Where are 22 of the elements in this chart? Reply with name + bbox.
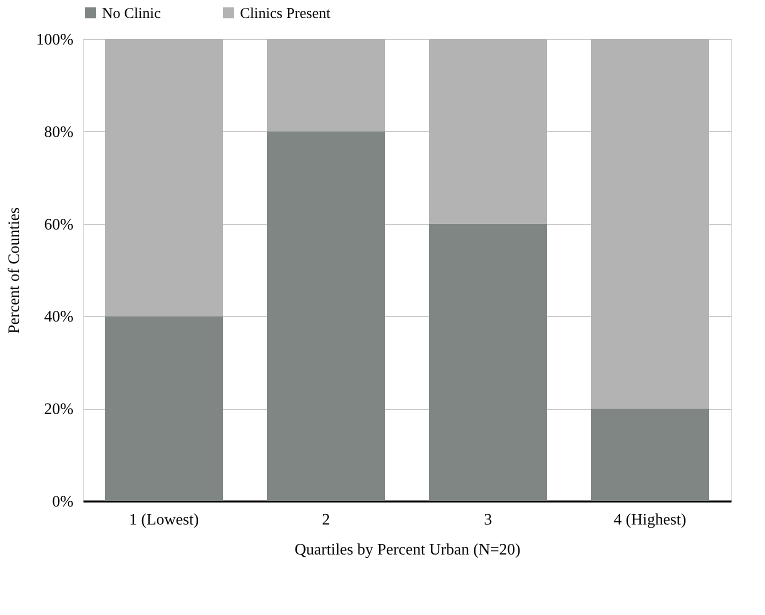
bar <box>429 224 547 501</box>
x-tick-label: 2 <box>322 512 330 528</box>
y-tick-label: 100% <box>36 32 74 48</box>
legend-label: Clinics Present <box>240 6 332 22</box>
bar <box>267 39 385 132</box>
x-tick-label: 4 (Highest) <box>614 512 686 528</box>
bar <box>105 316 223 501</box>
legend-label: No Clinic <box>102 6 162 22</box>
y-tick-label: 60% <box>44 216 74 234</box>
y-tick-label: 0% <box>52 494 74 510</box>
bar <box>429 39 547 224</box>
y-axis-title: Percent of Counties <box>6 207 24 334</box>
y-tick-label: 20% <box>44 401 74 418</box>
x-tick-label: 1 (Lowest) <box>129 512 199 528</box>
bar <box>105 39 223 316</box>
y-tick-label: 80% <box>44 124 74 141</box>
bar <box>591 408 709 501</box>
x-tick-label: 3 <box>484 512 492 528</box>
bar <box>267 131 385 501</box>
x-axis-title: Quartiles by Percent Urban (N=20) <box>294 542 520 558</box>
y-tick-label: 40% <box>44 308 74 326</box>
bar <box>591 39 709 409</box>
